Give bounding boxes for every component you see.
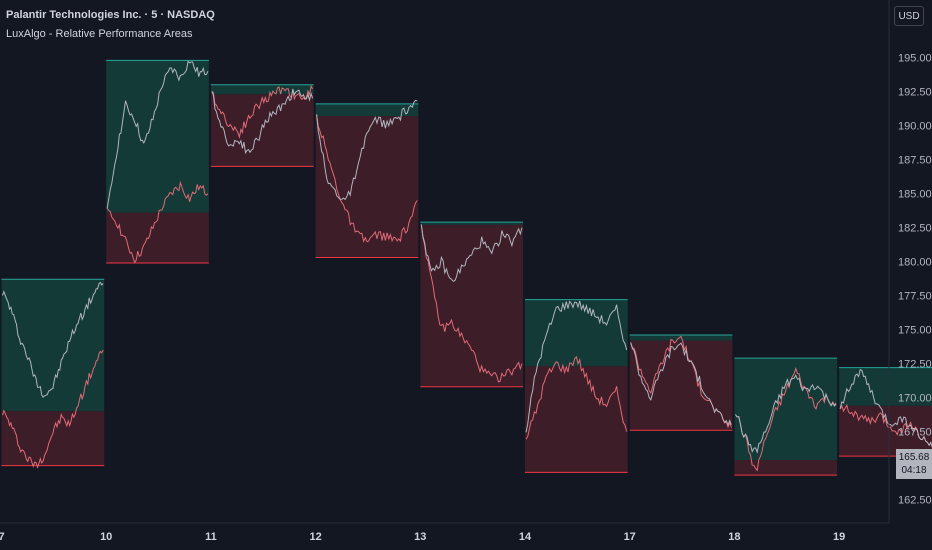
time-tick-label: 11 (205, 531, 217, 543)
price-tick-label: 180.00 (898, 257, 932, 269)
bull-area-7 (1, 279, 105, 412)
bull-area-12 (315, 103, 419, 117)
time-tick-label: 10 (100, 531, 112, 543)
price-line-17 (630, 342, 732, 427)
time-tick-label: 19 (833, 531, 845, 543)
bear-area-12 (315, 116, 419, 258)
time-tick-label: 18 (728, 531, 740, 543)
time-tick-label: 12 (309, 531, 321, 543)
price-axis[interactable]: 195.00 192.50 190.00 187.50 185.00 182.50 180.… (898, 53, 932, 507)
price-line-12 (316, 99, 418, 201)
price-tick-label: 190.00 (898, 121, 932, 133)
last-price-label: 165.68 04:18 (896, 449, 932, 479)
price-tick-label: 177.50 (898, 291, 932, 303)
price-tick-label: 167.50 (898, 427, 932, 439)
relative-line-7 (2, 349, 104, 469)
relative-line-10 (106, 180, 209, 264)
time-tick-label: 17 (624, 531, 636, 543)
bear-area-10 (106, 212, 209, 263)
price-tick-label: 170.00 (898, 393, 932, 405)
bear-area-7 (1, 411, 105, 466)
price-tick-label: 187.50 (898, 155, 932, 167)
relative-line-12 (316, 114, 418, 243)
bear-area-13 (420, 224, 523, 387)
price-line-14 (525, 300, 628, 433)
price-tick-label: 182.50 (898, 223, 932, 235)
bull-area-11 (210, 84, 314, 95)
price-line-10 (106, 60, 209, 209)
relative-line-14 (525, 355, 628, 440)
price-line-7 (2, 281, 104, 399)
time-tick-label: 7 (0, 531, 5, 543)
relative-line-18 (734, 366, 837, 472)
currency-button[interactable]: USD (894, 6, 924, 26)
price-line-19 (839, 368, 932, 448)
price-tick-label: 195.00 (898, 53, 932, 65)
bull-area-13 (420, 222, 523, 225)
performance-areas (1, 59, 932, 476)
bull-area-18 (734, 358, 838, 461)
price-lines (2, 60, 932, 472)
relative-line-13 (420, 224, 523, 383)
price-line-13 (420, 224, 523, 282)
price-tick-label: 192.50 (898, 87, 932, 99)
time-tick-label: 14 (519, 531, 532, 543)
bull-area-19 (839, 367, 932, 406)
indicator-title: LuxAlgo - Relative Performance Areas (6, 28, 193, 40)
time-axis[interactable]: 7 10 11 12 13 14 17 18 19 (0, 531, 845, 543)
last-price-value: 165.68 (898, 452, 930, 463)
price-tick-label: 175.00 (898, 325, 932, 337)
price-tick-label: 172.50 (898, 359, 932, 371)
symbol-title: Palantir Technologies Inc. · 5 · NASDAQ (6, 9, 215, 21)
price-tick-label: 162.50 (898, 495, 932, 507)
bear-area-11 (210, 94, 314, 167)
price-tick-label: 185.00 (898, 189, 932, 201)
bull-area-10 (106, 60, 209, 213)
bull-area-14 (525, 299, 628, 367)
bar-countdown: 04:18 (901, 465, 927, 476)
price-line-18 (734, 374, 837, 454)
relative-line-11 (211, 84, 314, 139)
bear-area-17 (629, 340, 733, 431)
price-line-11 (211, 88, 314, 155)
bear-area-14 (525, 366, 628, 473)
time-tick-label: 13 (414, 531, 426, 543)
bear-area-18 (734, 460, 838, 476)
